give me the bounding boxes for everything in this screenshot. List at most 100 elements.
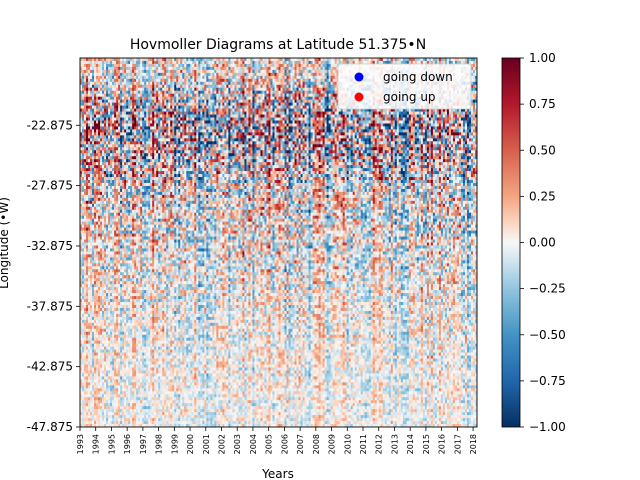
heatmap-cell — [287, 123, 289, 126]
heatmap-cell — [110, 123, 112, 126]
heatmap-cell — [305, 97, 307, 100]
heatmap-cell — [140, 58, 142, 61]
heatmap-cell — [164, 85, 166, 88]
heatmap-cell — [319, 109, 321, 112]
heatmap-cell — [279, 91, 281, 94]
heatmap-cell — [88, 76, 90, 79]
heatmap-cell — [246, 76, 248, 79]
heatmap-cell — [252, 118, 254, 121]
heatmap-cell — [315, 115, 317, 118]
heatmap-cell — [315, 88, 317, 91]
heatmap-cell — [383, 126, 385, 129]
heatmap-cell — [136, 97, 138, 100]
heatmap-cell — [116, 58, 118, 61]
heatmap-cell — [435, 129, 437, 132]
heatmap-cell — [172, 73, 174, 76]
heatmap-cell — [248, 73, 250, 76]
heatmap-cell — [264, 120, 266, 123]
heatmap-cell — [140, 82, 142, 85]
heatmap-cell — [309, 58, 311, 61]
heatmap-cell — [411, 129, 413, 132]
heatmap-cell — [156, 97, 158, 100]
heatmap-cell — [216, 123, 218, 126]
heatmap-cell — [186, 70, 188, 73]
heatmap-cell — [150, 91, 152, 94]
heatmap-cell — [279, 64, 281, 67]
heatmap-cell — [152, 115, 154, 118]
heatmap-cell — [317, 115, 319, 118]
heatmap-cell — [226, 85, 228, 88]
heatmap-cell — [244, 70, 246, 73]
heatmap-cell — [375, 120, 377, 123]
heatmap-cell — [92, 88, 94, 91]
heatmap-cell — [327, 103, 329, 106]
heatmap-cell — [100, 106, 102, 109]
heatmap-cell — [234, 109, 236, 112]
heatmap-cell — [132, 97, 134, 100]
heatmap-cell — [100, 115, 102, 118]
heatmap-cell — [96, 109, 98, 112]
heatmap-cell — [272, 118, 274, 121]
heatmap-cell — [164, 79, 166, 82]
heatmap-cell — [182, 91, 184, 94]
heatmap-cell — [148, 109, 150, 112]
heatmap-cell — [94, 132, 96, 135]
heatmap-cell — [268, 109, 270, 112]
heatmap-cell — [212, 97, 214, 100]
heatmap-cell — [266, 76, 268, 79]
heatmap-cell — [210, 70, 212, 73]
heatmap-cell — [106, 76, 108, 79]
heatmap-cell — [92, 123, 94, 126]
heatmap-cell — [307, 126, 309, 129]
heatmap-cell — [234, 94, 236, 97]
heatmap-cell — [130, 118, 132, 121]
heatmap-cell — [283, 82, 285, 85]
heatmap-cell — [311, 61, 313, 64]
heatmap-cell — [305, 126, 307, 129]
heatmap-cell — [309, 123, 311, 126]
heatmap-cell — [182, 100, 184, 103]
heatmap-cell — [461, 123, 463, 126]
heatmap-cell — [321, 67, 323, 70]
heatmap-cell — [349, 129, 351, 132]
heatmap-cell — [242, 106, 244, 109]
heatmap-cell — [106, 115, 108, 118]
heatmap-cell — [134, 100, 136, 103]
heatmap-cell — [136, 88, 138, 91]
heatmap-cell — [307, 82, 309, 85]
heatmap-cell — [238, 58, 240, 61]
heatmap-cell — [92, 70, 94, 73]
heatmap-cell — [333, 112, 335, 115]
heatmap-cell — [152, 126, 154, 129]
heatmap-cell — [283, 129, 285, 132]
heatmap-cell — [417, 123, 419, 126]
heatmap-cell — [212, 64, 214, 67]
heatmap-cell — [226, 91, 228, 94]
heatmap-cell — [208, 94, 210, 97]
heatmap-cell — [192, 100, 194, 103]
heatmap-cell — [184, 112, 186, 115]
heatmap-cell — [419, 115, 421, 118]
heatmap-cell — [196, 67, 198, 70]
heatmap-cell — [178, 76, 180, 79]
heatmap-cell — [260, 129, 262, 132]
heatmap-cell — [329, 118, 331, 121]
heatmap-cell — [86, 67, 88, 70]
heatmap-cell — [184, 115, 186, 118]
heatmap-cell — [272, 79, 274, 82]
heatmap-cell — [174, 106, 176, 109]
heatmap-cell — [341, 129, 343, 132]
heatmap-cell — [228, 115, 230, 118]
heatmap-cell — [126, 132, 128, 135]
heatmap-cell — [431, 126, 433, 129]
heatmap-cell — [459, 120, 461, 123]
heatmap-cell — [276, 106, 278, 109]
heatmap-cell — [293, 118, 295, 121]
heatmap-cell — [210, 109, 212, 112]
heatmap-cell — [329, 61, 331, 64]
heatmap-cell — [230, 112, 232, 115]
heatmap-cell — [234, 73, 236, 76]
heatmap-cell — [168, 58, 170, 61]
heatmap-cell — [180, 58, 182, 61]
heatmap-cell — [114, 67, 116, 70]
